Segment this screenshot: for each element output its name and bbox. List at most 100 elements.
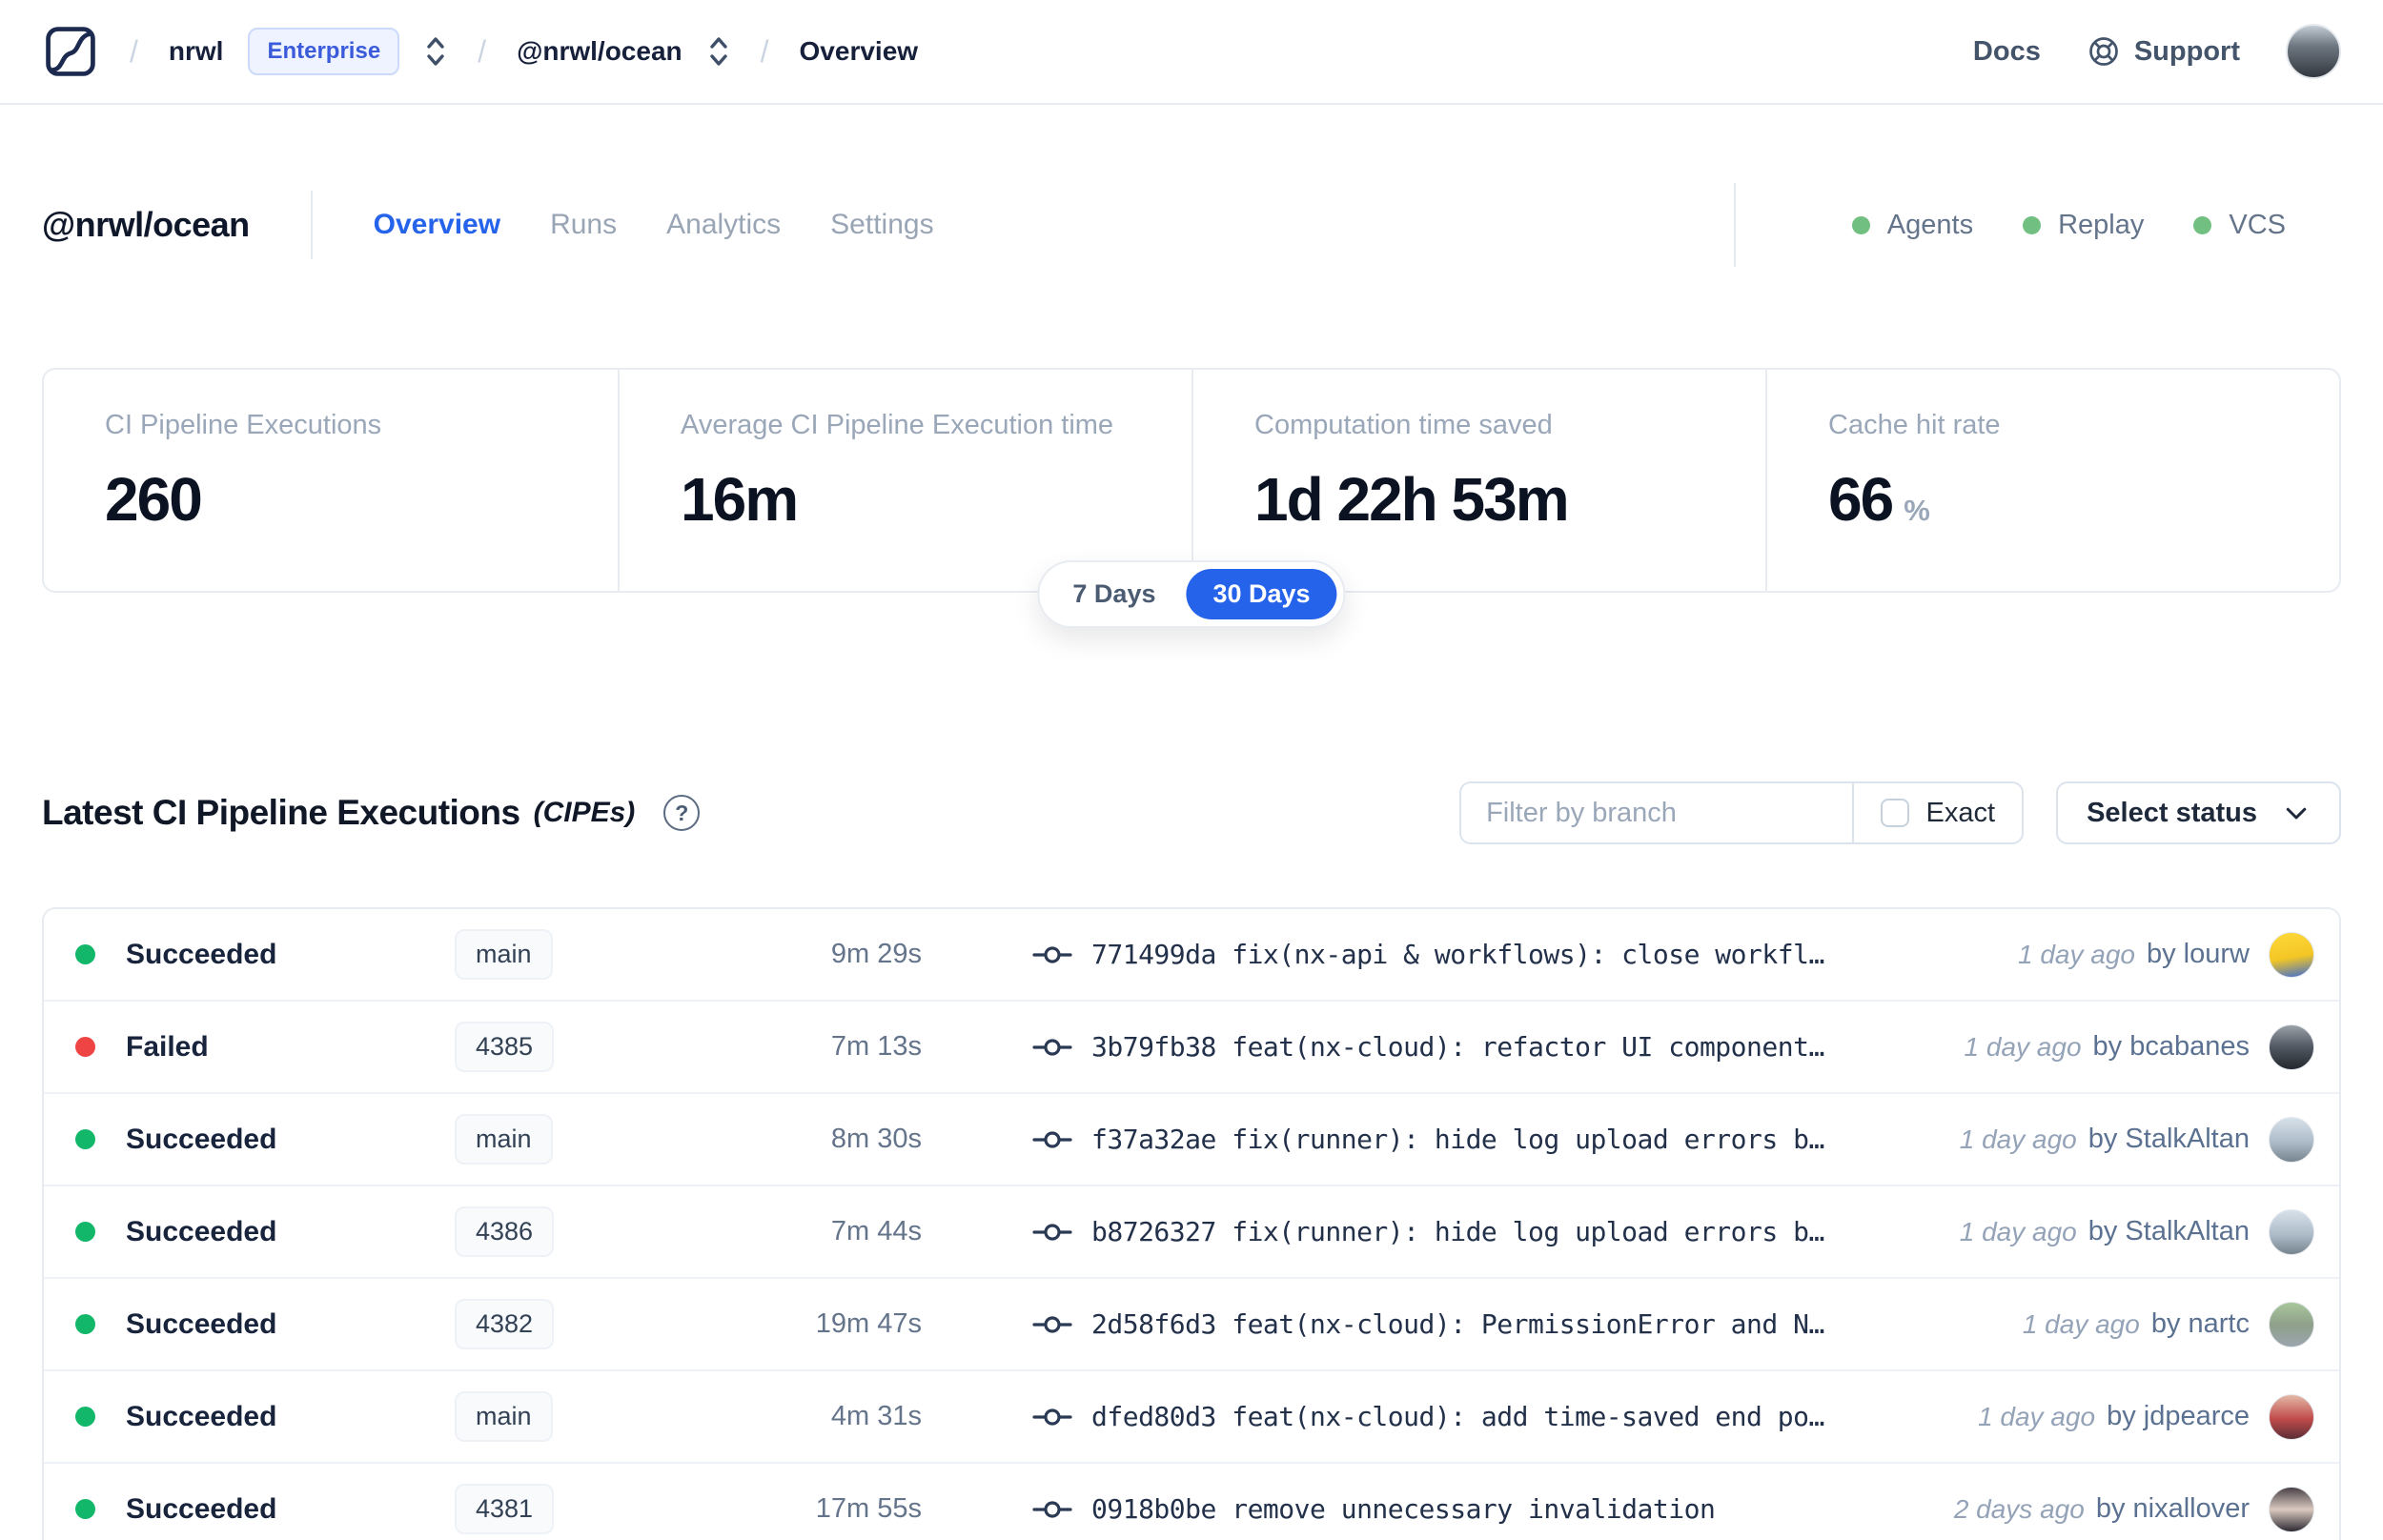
breadcrumb-org[interactable]: nrwl [168, 36, 224, 66]
stat-value: 260 [105, 465, 203, 534]
git-commit-icon [1032, 1125, 1072, 1154]
commit-message: dfed80d3 feat(nx-cloud): add time-saved … [1091, 1401, 1824, 1432]
breadcrumb-separator: / [760, 33, 769, 69]
status-dot [74, 1499, 95, 1519]
commit-message: b8726327 fix(runner): hide log upload er… [1091, 1216, 1824, 1247]
branch-badge: 4385 [455, 1022, 555, 1072]
commit-message: 0918b0be remove unnecessary invalidation [1091, 1493, 1716, 1525]
status-dot [74, 1129, 95, 1149]
stat-label: Average CI Pipeline Execution time [681, 410, 1114, 440]
breadcrumb-separator: / [478, 33, 487, 69]
tab-runs[interactable]: Runs [550, 209, 618, 240]
breadcrumb: / nrwl Enterprise / @nrwl/ocean / Overvi… [42, 23, 918, 80]
help-icon[interactable]: ? [663, 795, 701, 831]
service-agents: Agents [1851, 209, 1974, 241]
duration-label: 17m 55s [815, 1493, 922, 1524]
section-title-suffix: (CIPEs) [533, 797, 636, 828]
status-select-button[interactable]: Select status [2056, 781, 2341, 844]
service-label: Replay [2058, 209, 2145, 240]
table-row[interactable]: Succeeded 4381 17m 55s 0918b0be remove u… [44, 1464, 2339, 1540]
author-avatar [2269, 931, 2314, 978]
service-status-group: Agents Replay VCS [1733, 183, 2286, 267]
org-selector-icon[interactable] [424, 32, 447, 71]
divider [310, 191, 313, 259]
status-label: Succeeded [126, 938, 277, 970]
status-dot-green [2193, 215, 2212, 234]
stat-card: CI Pipeline Executions 260 [44, 370, 618, 591]
exact-checkbox[interactable] [1880, 799, 1909, 827]
branch-badge: main [455, 929, 553, 980]
divider [1733, 183, 1736, 267]
table-row[interactable]: Failed 4385 7m 13s 3b79fb38 feat(nx-clou… [44, 1002, 2339, 1094]
status-dot [74, 1037, 95, 1057]
duration-label: 7m 13s [830, 1031, 922, 1062]
branch-filter-input[interactable] [1461, 783, 1852, 842]
duration-label: 7m 44s [830, 1216, 922, 1246]
author-label: by StalkAltan [2088, 1124, 2250, 1154]
service-label: Agents [1886, 209, 1974, 240]
commit-message: 771499da fix(nx-api & workflows): close … [1091, 939, 1824, 970]
table-row[interactable]: Succeeded 4386 7m 44s b8726327 fix(runne… [44, 1186, 2339, 1279]
user-avatar[interactable] [2286, 24, 2341, 79]
branch-badge: main [455, 1114, 553, 1165]
nx-cloud-logo[interactable] [42, 23, 99, 80]
branch-badge: 4386 [455, 1206, 555, 1257]
support-link[interactable]: Support [2087, 34, 2240, 69]
branch-badge: main [455, 1391, 553, 1442]
git-commit-icon [1032, 941, 1072, 969]
exact-filter: Exact [1851, 783, 2023, 842]
status-label: Succeeded [126, 1307, 277, 1340]
timestamp: 2 days ago [1953, 1493, 2085, 1524]
commit-message: 3b79fb38 feat(nx-cloud): refactor UI com… [1091, 1031, 1824, 1063]
period-7-days[interactable]: 7 Days [1046, 569, 1182, 619]
author-avatar [2269, 1301, 2314, 1348]
table-row[interactable]: Succeeded main 8m 30s f37a32ae fix(runne… [44, 1094, 2339, 1186]
table-filters: Exact Select status [1459, 781, 2341, 844]
tab-settings[interactable]: Settings [830, 209, 934, 240]
exact-label: Exact [1925, 797, 1996, 828]
author-avatar [2269, 1208, 2314, 1255]
timestamp: 1 day ago [1959, 1216, 2077, 1246]
author-label: by nartc [2150, 1308, 2250, 1339]
stat-value: 16m [681, 465, 799, 534]
table-row[interactable]: Succeeded main 4m 31s dfed80d3 feat(nx-c… [44, 1371, 2339, 1464]
cipe-table: Succeeded main 9m 29s 771499da fix(nx-ap… [42, 907, 2341, 1540]
header-actions: Docs Support [1973, 24, 2341, 79]
stat-card: Average CI Pipeline Execution time 16m [618, 370, 1192, 591]
author-avatar [2269, 1393, 2314, 1440]
period-toggle: 7 Days 30 Days [1037, 560, 1346, 628]
workspace-head: @nrwl/ocean Overview Runs Analytics Sett… [42, 183, 2341, 267]
table-row[interactable]: Succeeded main 9m 29s 771499da fix(nx-ap… [44, 909, 2339, 1002]
author-label: by jdpearce [2107, 1401, 2250, 1431]
service-label: VCS [2229, 209, 2286, 240]
cipe-section-head: Latest CI Pipeline Executions (CIPEs) ? … [42, 781, 2341, 844]
status-label: Succeeded [126, 1215, 277, 1247]
branch-badge: 4381 [455, 1484, 555, 1534]
status-select-label: Select status [2087, 797, 2257, 828]
stat-card: Computation time saved 1d 22h 53m [1192, 370, 1765, 591]
period-30-days[interactable]: 30 Days [1186, 569, 1337, 619]
tab-analytics[interactable]: Analytics [666, 209, 782, 240]
duration-label: 8m 30s [830, 1124, 922, 1154]
git-commit-icon [1032, 1033, 1072, 1062]
tab-overview[interactable]: Overview [373, 209, 501, 240]
author-avatar [2269, 1023, 2314, 1070]
author-label: by nixallover [2095, 1493, 2250, 1524]
plan-badge[interactable]: Enterprise [248, 28, 400, 75]
status-dot-green [2023, 215, 2042, 234]
timestamp: 1 day ago [2022, 1308, 2140, 1339]
chevron-down-icon [2282, 799, 2311, 827]
breadcrumb-page: Overview [799, 36, 919, 66]
stat-label: Cache hit rate [1828, 410, 2001, 440]
table-row[interactable]: Succeeded 4382 19m 47s 2d58f6d3 feat(nx-… [44, 1279, 2339, 1371]
status-dot-green [1851, 215, 1870, 234]
status-dot [74, 944, 95, 964]
author-label: by StalkAltan [2088, 1216, 2250, 1246]
branch-filter-group: Exact [1459, 781, 2025, 844]
docs-link[interactable]: Docs [1972, 35, 2041, 67]
workspace-selector-icon[interactable] [707, 32, 730, 71]
breadcrumb-workspace[interactable]: @nrwl/ocean [517, 36, 682, 66]
timestamp: 1 day ago [2018, 939, 2135, 969]
status-dot [74, 1222, 95, 1242]
duration-label: 19m 47s [815, 1308, 922, 1339]
